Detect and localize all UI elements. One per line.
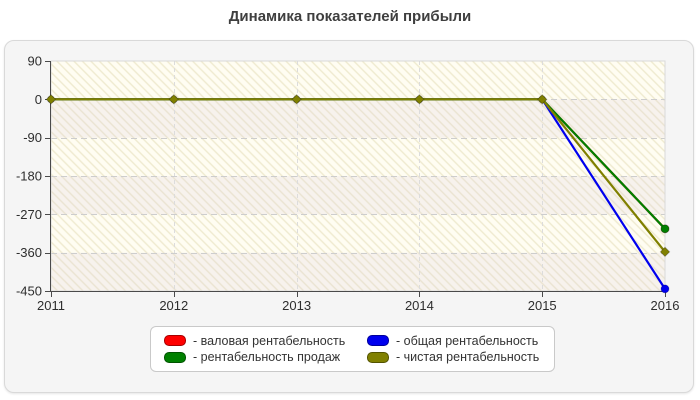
legend-label: - чистая рентабельность [396,350,540,365]
chart-title: Динамика показателей прибыли [228,8,472,25]
x-tick-label: 2011 [37,298,65,313]
legend: - валовая рентабельность - общая рентабе… [150,326,555,372]
y-tick-label: -180 [16,169,42,184]
legend-item-total-profitability: - общая рентабельность [367,334,548,348]
legend-item-gross-margin: - валовая рентабельность [164,334,367,348]
legend-swatch-olive [367,351,389,363]
x-tick-label: 2016 [651,298,680,313]
data-point-marker [660,284,670,294]
legend-swatch-green [164,351,186,363]
data-point-marker [45,94,57,105]
data-point-marker [291,94,302,105]
legend-item-net-profitability: - чистая рентабельность [367,350,548,364]
x-tick-label: 2015 [528,298,557,313]
legend-item-return-on-sales: - рентабельность продаж [164,350,367,364]
x-tick-label: 2013 [282,298,311,313]
data-point-marker [168,94,180,105]
data-point-marker [660,224,670,234]
x-tick-label: 2012 [159,298,188,313]
y-tick-label: 0 [35,92,42,107]
y-tick-label: -270 [16,207,42,222]
legend-label: - рентабельность продаж [193,350,341,365]
series-line [51,98,666,253]
data-point-marker [414,94,425,105]
y-tick-label: -360 [16,245,42,260]
y-tick-label: 90 [28,54,42,69]
legend-swatch-red [164,335,186,347]
data-point-marker [659,246,671,258]
plot-band [51,176,665,215]
y-tick-label: -450 [16,284,42,299]
legend-swatch-blue [367,335,389,347]
x-tick-label: 2014 [405,298,434,313]
data-point-marker [536,94,548,105]
legend-label: - общая рентабельность [396,333,539,348]
y-tick-label: -90 [23,130,42,145]
legend-label: - валовая рентабельность [193,333,346,348]
plot-band [51,252,665,291]
